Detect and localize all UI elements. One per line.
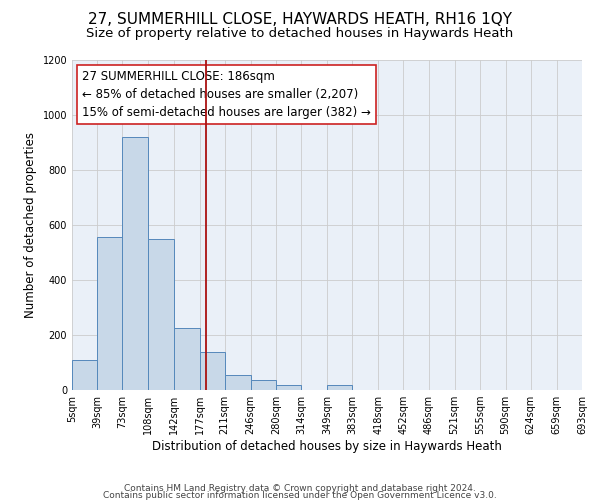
Text: 27 SUMMERHILL CLOSE: 186sqm
← 85% of detached houses are smaller (2,207)
15% of : 27 SUMMERHILL CLOSE: 186sqm ← 85% of det… [82, 70, 371, 119]
X-axis label: Distribution of detached houses by size in Haywards Heath: Distribution of detached houses by size … [152, 440, 502, 453]
Bar [173, 328, 199, 390]
Bar [327, 384, 352, 390]
Text: 27, SUMMERHILL CLOSE, HAYWARDS HEATH, RH16 1QY: 27, SUMMERHILL CLOSE, HAYWARDS HEATH, RH… [88, 12, 512, 28]
Bar [122, 137, 148, 390]
Text: Contains HM Land Registry data © Crown copyright and database right 2024.: Contains HM Land Registry data © Crown c… [124, 484, 476, 493]
Bar [199, 352, 225, 390]
Bar [97, 238, 122, 390]
Y-axis label: Number of detached properties: Number of detached properties [24, 132, 37, 318]
Bar [225, 375, 251, 390]
Text: Contains public sector information licensed under the Open Government Licence v3: Contains public sector information licen… [103, 491, 497, 500]
Bar [148, 239, 173, 390]
Bar [72, 360, 97, 390]
Text: Size of property relative to detached houses in Haywards Heath: Size of property relative to detached ho… [86, 28, 514, 40]
Bar [276, 384, 301, 390]
Bar [251, 380, 276, 390]
